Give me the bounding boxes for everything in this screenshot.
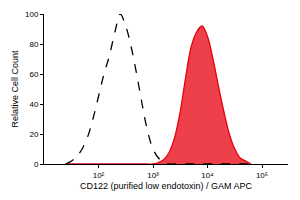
svg-text:10³: 10³ [147, 171, 159, 180]
svg-text:60: 60 [29, 70, 38, 79]
svg-text:0: 0 [34, 160, 39, 169]
svg-text:10⁵: 10⁵ [256, 171, 268, 180]
svg-text:80: 80 [29, 40, 38, 49]
svg-text:CD122 (purified low endotoxin): CD122 (purified low endotoxin) / GAM APC [80, 181, 253, 191]
svg-text:20: 20 [29, 130, 38, 139]
svg-text:100: 100 [25, 10, 39, 19]
svg-text:10⁴: 10⁴ [201, 171, 214, 180]
svg-text:40: 40 [29, 100, 38, 109]
svg-text:10²: 10² [93, 171, 105, 180]
svg-text:Relative Cell Count: Relative Cell Count [10, 50, 20, 128]
